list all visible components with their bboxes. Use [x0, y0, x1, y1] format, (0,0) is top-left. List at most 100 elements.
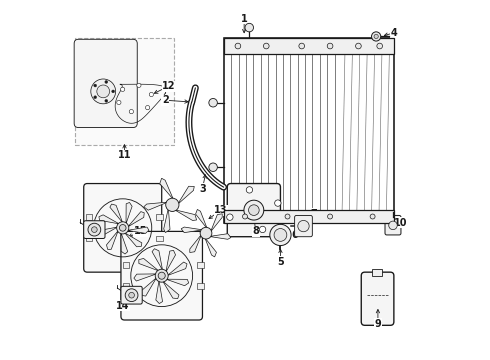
Text: 3: 3 [199, 184, 206, 194]
Polygon shape [127, 212, 144, 227]
Bar [371, 269, 382, 276]
Circle shape [270, 224, 291, 246]
Text: 8: 8 [252, 226, 259, 237]
Polygon shape [164, 209, 170, 233]
Bar [197, 283, 203, 289]
FancyBboxPatch shape [84, 221, 105, 238]
Circle shape [88, 223, 101, 236]
Circle shape [166, 198, 179, 211]
Bar [224, 38, 394, 54]
Polygon shape [124, 233, 142, 247]
Circle shape [377, 43, 383, 49]
Text: 11: 11 [118, 150, 131, 160]
Text: 1: 1 [241, 14, 247, 24]
Bar [156, 215, 163, 220]
Polygon shape [163, 281, 179, 298]
Circle shape [371, 32, 381, 41]
Polygon shape [144, 202, 167, 210]
Bar [224, 210, 394, 222]
FancyBboxPatch shape [361, 272, 394, 325]
Polygon shape [142, 278, 157, 296]
Polygon shape [127, 227, 149, 233]
FancyBboxPatch shape [84, 184, 162, 272]
Circle shape [155, 269, 168, 282]
Polygon shape [156, 280, 163, 303]
Circle shape [112, 90, 115, 93]
Circle shape [105, 99, 108, 102]
FancyBboxPatch shape [227, 184, 280, 237]
Polygon shape [211, 214, 222, 231]
Polygon shape [190, 235, 201, 252]
Circle shape [298, 220, 309, 232]
Circle shape [121, 87, 125, 91]
Polygon shape [139, 258, 159, 271]
Text: 6: 6 [291, 230, 298, 240]
Circle shape [94, 84, 97, 87]
Circle shape [264, 43, 269, 49]
Bar [75, 38, 174, 145]
Polygon shape [121, 233, 128, 254]
Text: 2: 2 [162, 95, 169, 105]
Circle shape [125, 289, 138, 302]
Circle shape [92, 227, 97, 233]
Circle shape [246, 187, 253, 193]
Circle shape [275, 200, 281, 206]
Circle shape [97, 85, 110, 98]
FancyBboxPatch shape [121, 286, 142, 304]
Polygon shape [166, 250, 175, 272]
Circle shape [245, 23, 253, 32]
Circle shape [327, 43, 333, 49]
Bar [85, 236, 92, 241]
Text: 4: 4 [391, 28, 397, 38]
Circle shape [299, 43, 305, 49]
Circle shape [137, 83, 141, 87]
Circle shape [209, 99, 218, 107]
Text: 5: 5 [277, 257, 284, 266]
Polygon shape [166, 279, 189, 286]
Bar [122, 262, 129, 268]
FancyBboxPatch shape [121, 231, 202, 320]
Polygon shape [196, 210, 207, 228]
Polygon shape [126, 202, 132, 224]
Circle shape [149, 93, 153, 96]
Bar [197, 262, 203, 268]
Circle shape [244, 200, 264, 220]
Circle shape [248, 205, 259, 215]
Text: 12: 12 [162, 81, 175, 91]
Circle shape [356, 43, 361, 49]
Circle shape [129, 109, 133, 114]
Text: 15: 15 [134, 226, 147, 237]
Polygon shape [167, 262, 187, 276]
Polygon shape [152, 249, 163, 270]
Text: 13: 13 [214, 205, 228, 215]
Circle shape [120, 225, 126, 231]
Polygon shape [178, 186, 194, 204]
Polygon shape [175, 210, 196, 220]
Circle shape [91, 79, 116, 104]
Circle shape [94, 96, 97, 99]
Circle shape [209, 163, 218, 171]
Circle shape [117, 222, 129, 234]
Circle shape [235, 43, 241, 49]
Text: 9: 9 [374, 319, 381, 329]
Circle shape [328, 214, 333, 219]
Polygon shape [181, 227, 202, 233]
Polygon shape [210, 234, 231, 239]
Polygon shape [110, 204, 122, 223]
Circle shape [274, 229, 287, 241]
FancyBboxPatch shape [74, 39, 137, 127]
FancyBboxPatch shape [385, 215, 401, 235]
Circle shape [374, 34, 378, 39]
Circle shape [227, 214, 233, 220]
Text: 10: 10 [394, 217, 408, 228]
Bar [122, 283, 129, 289]
Circle shape [243, 214, 247, 219]
Circle shape [389, 221, 397, 230]
Circle shape [105, 81, 108, 84]
Bar [224, 38, 394, 222]
Circle shape [259, 226, 266, 233]
Circle shape [146, 105, 150, 110]
Circle shape [370, 214, 375, 219]
Bar [156, 236, 163, 241]
Text: 14: 14 [116, 301, 129, 311]
